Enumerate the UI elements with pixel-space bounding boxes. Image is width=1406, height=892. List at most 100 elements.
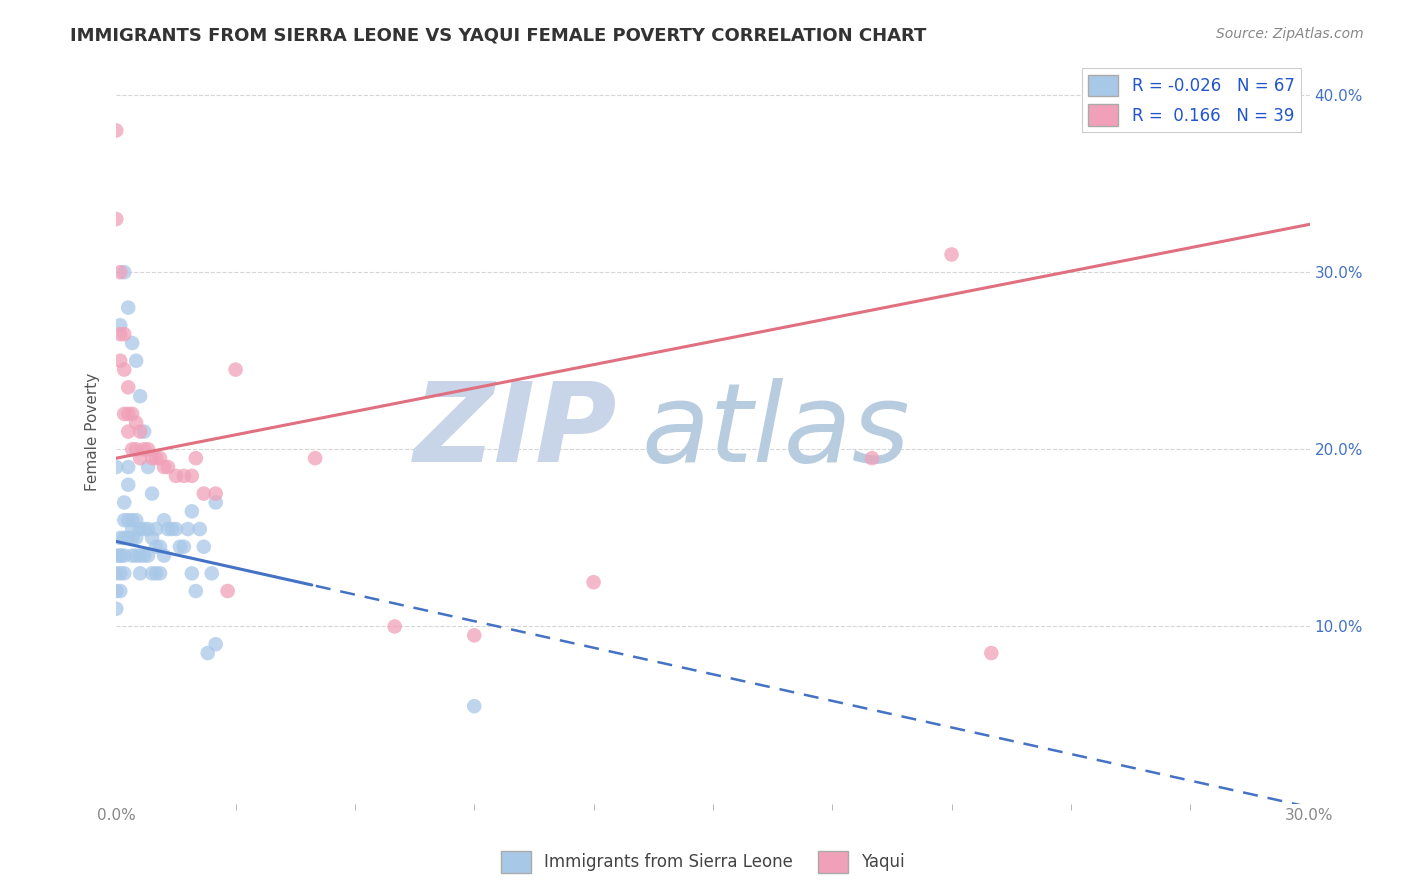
- Point: [141, 566, 163, 581]
- Point: [112, 265, 135, 279]
- Point: [112, 362, 135, 376]
- Point: [129, 566, 152, 581]
- Point: [110, 531, 132, 545]
- Point: [169, 540, 191, 554]
- Point: [184, 451, 207, 466]
- Text: ZIP: ZIP: [413, 378, 617, 485]
- Point: [121, 513, 143, 527]
- Point: [145, 522, 167, 536]
- Point: [129, 549, 152, 563]
- Point: [217, 584, 239, 599]
- Point: [117, 460, 139, 475]
- Point: [112, 531, 135, 545]
- Point: [149, 451, 172, 466]
- Point: [117, 513, 139, 527]
- Legend: Immigrants from Sierra Leone, Yaqui: Immigrants from Sierra Leone, Yaqui: [495, 845, 911, 880]
- Point: [121, 442, 143, 457]
- Point: [860, 451, 883, 466]
- Point: [110, 549, 132, 563]
- Text: atlas: atlas: [641, 378, 910, 485]
- Point: [110, 327, 132, 342]
- Point: [117, 425, 139, 439]
- Point: [173, 540, 195, 554]
- Text: IMMIGRANTS FROM SIERRA LEONE VS YAQUI FEMALE POVERTY CORRELATION CHART: IMMIGRANTS FROM SIERRA LEONE VS YAQUI FE…: [70, 27, 927, 45]
- Point: [582, 575, 605, 590]
- Point: [110, 353, 132, 368]
- Point: [110, 549, 132, 563]
- Point: [112, 327, 135, 342]
- Point: [197, 646, 219, 660]
- Point: [105, 212, 128, 227]
- Point: [125, 531, 148, 545]
- Point: [110, 584, 132, 599]
- Point: [125, 549, 148, 563]
- Point: [384, 619, 406, 633]
- Point: [204, 486, 226, 500]
- Point: [105, 460, 128, 475]
- Point: [201, 566, 224, 581]
- Point: [132, 522, 155, 536]
- Point: [117, 407, 139, 421]
- Point: [180, 504, 202, 518]
- Point: [136, 549, 159, 563]
- Point: [132, 425, 155, 439]
- Point: [173, 469, 195, 483]
- Point: [136, 460, 159, 475]
- Point: [193, 486, 215, 500]
- Point: [121, 336, 143, 351]
- Point: [149, 540, 172, 554]
- Point: [112, 566, 135, 581]
- Point: [188, 522, 211, 536]
- Point: [129, 451, 152, 466]
- Point: [141, 451, 163, 466]
- Point: [165, 522, 187, 536]
- Point: [117, 477, 139, 491]
- Point: [125, 416, 148, 430]
- Point: [180, 566, 202, 581]
- Point: [112, 407, 135, 421]
- Point: [112, 549, 135, 563]
- Point: [136, 522, 159, 536]
- Point: [105, 566, 128, 581]
- Point: [145, 566, 167, 581]
- Point: [110, 566, 132, 581]
- Point: [117, 380, 139, 394]
- Point: [153, 513, 176, 527]
- Point: [204, 495, 226, 509]
- Point: [225, 362, 247, 376]
- Point: [463, 699, 485, 714]
- Point: [165, 469, 187, 483]
- Point: [112, 495, 135, 509]
- Point: [105, 549, 128, 563]
- Point: [160, 522, 183, 536]
- Point: [112, 513, 135, 527]
- Y-axis label: Female Poverty: Female Poverty: [86, 373, 100, 491]
- Point: [180, 469, 202, 483]
- Point: [117, 301, 139, 315]
- Point: [125, 513, 148, 527]
- Point: [177, 522, 200, 536]
- Point: [136, 442, 159, 457]
- Point: [105, 123, 128, 137]
- Point: [156, 522, 179, 536]
- Point: [129, 389, 152, 403]
- Point: [193, 540, 215, 554]
- Point: [304, 451, 326, 466]
- Point: [145, 540, 167, 554]
- Point: [121, 407, 143, 421]
- Point: [980, 646, 1002, 660]
- Point: [125, 353, 148, 368]
- Point: [105, 601, 128, 615]
- Point: [153, 549, 176, 563]
- Point: [149, 566, 172, 581]
- Text: Source: ZipAtlas.com: Source: ZipAtlas.com: [1216, 27, 1364, 41]
- Point: [129, 522, 152, 536]
- Point: [156, 460, 179, 475]
- Legend: R = -0.026   N = 67, R =  0.166   N = 39: R = -0.026 N = 67, R = 0.166 N = 39: [1081, 68, 1301, 132]
- Point: [121, 531, 143, 545]
- Point: [141, 486, 163, 500]
- Point: [132, 442, 155, 457]
- Point: [105, 584, 128, 599]
- Point: [141, 531, 163, 545]
- Point: [153, 460, 176, 475]
